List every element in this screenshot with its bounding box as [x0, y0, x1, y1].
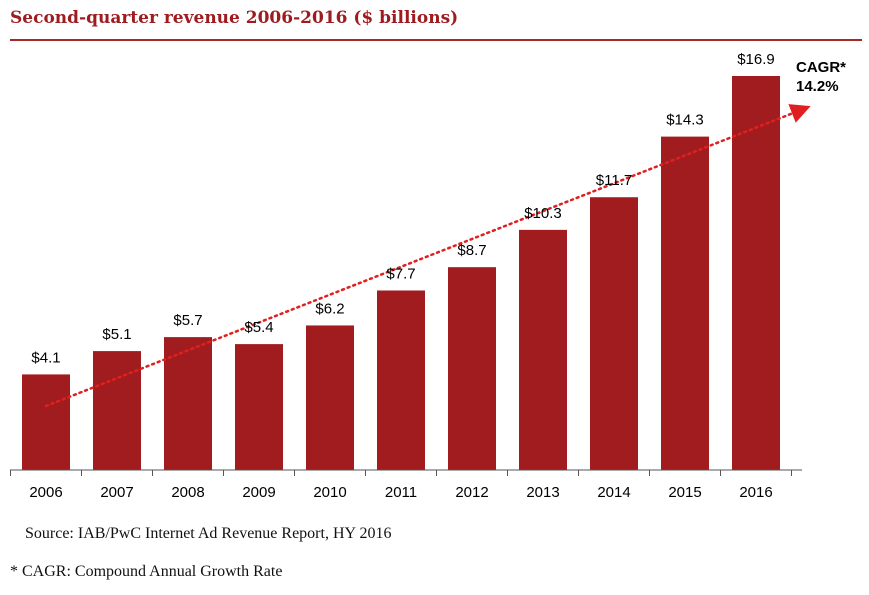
bar-2008: [164, 337, 212, 470]
x-tick-label: 2014: [597, 484, 630, 501]
chart-title: Second-quarter revenue 2006-2016 ($ bill…: [10, 8, 459, 28]
x-tick-label: 2008: [171, 484, 204, 501]
bar-2009: [235, 344, 283, 470]
bar-2016: [732, 76, 780, 470]
data-label: $5.7: [173, 312, 202, 329]
cagr-label: CAGR*: [796, 59, 847, 76]
data-label: $10.3: [524, 205, 562, 222]
cagr-value: 14.2%: [796, 78, 839, 95]
data-label: $16.9: [737, 51, 775, 68]
data-label: $5.4: [244, 319, 273, 336]
bar-2007: [93, 351, 141, 470]
bar-2015: [661, 136, 709, 470]
bar-2010: [306, 325, 354, 470]
x-tick-label: 2012: [455, 484, 488, 501]
bar-2013: [519, 229, 567, 470]
data-label: $6.2: [315, 300, 344, 317]
x-tick-label: 2007: [100, 484, 133, 501]
bar-2011: [377, 290, 425, 470]
footnote: * CAGR: Compound Annual Growth Rate: [10, 563, 283, 580]
data-label: $8.7: [457, 242, 486, 259]
x-tick-label: 2016: [739, 484, 772, 501]
x-tick-label: 2009: [242, 484, 275, 501]
x-tick-label: 2011: [385, 484, 417, 501]
data-label: $5.1: [102, 326, 131, 343]
data-label: $4.1: [31, 349, 60, 366]
bar-2012: [448, 267, 496, 470]
bar-2006: [22, 374, 70, 470]
data-label: $7.7: [386, 265, 415, 282]
cagr-trend-arrow: [44, 104, 811, 408]
x-tick-label: 2013: [526, 484, 559, 501]
data-label: $14.3: [666, 112, 704, 129]
source-note: Source: IAB/PwC Internet Ad Revenue Repo…: [25, 525, 392, 542]
bar-2014: [590, 197, 638, 470]
cagr-annotation: CAGR* 14.2%: [796, 58, 846, 96]
data-label: $11.7: [596, 172, 632, 189]
x-tick-label: 2010: [313, 484, 346, 501]
x-tick-label: 2015: [668, 484, 701, 501]
title-divider: [10, 39, 862, 41]
x-tick-label: 2006: [29, 484, 62, 501]
